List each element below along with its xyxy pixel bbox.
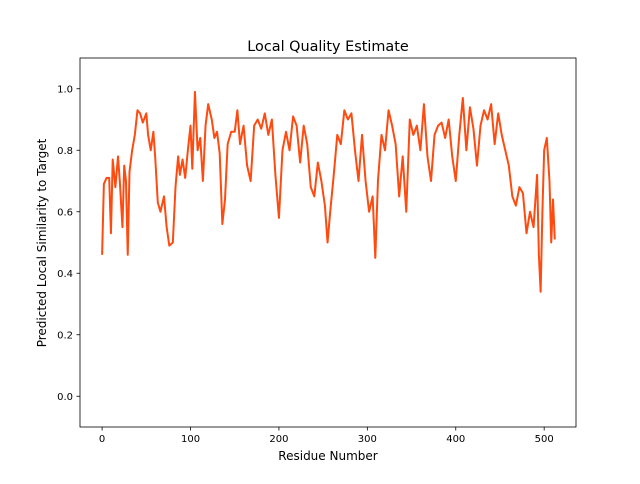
data-line xyxy=(101,90,556,293)
y-tick-label: 0.8 xyxy=(57,146,73,157)
x-tick-label: 500 xyxy=(535,434,554,445)
x-tick-label: 300 xyxy=(358,434,377,445)
y-tick-label: 1.0 xyxy=(57,84,73,95)
y-tick-label: 0.0 xyxy=(57,392,73,403)
x-axis-label: Residue Number xyxy=(278,449,377,463)
chart-title: Local Quality Estimate xyxy=(247,39,409,55)
x-tick-label: 400 xyxy=(446,434,465,445)
plot-frame xyxy=(79,57,577,428)
y-tick-label: 0.2 xyxy=(57,330,73,341)
y-axis-label: Predicted Local Similarity to Target xyxy=(35,138,49,347)
x-tick-label: 200 xyxy=(269,434,288,445)
x-tick-label: 100 xyxy=(181,434,200,445)
x-tick-label: 0 xyxy=(99,434,105,445)
y-tick-label: 0.6 xyxy=(57,207,73,218)
y-tick-label: 0.4 xyxy=(57,269,73,280)
